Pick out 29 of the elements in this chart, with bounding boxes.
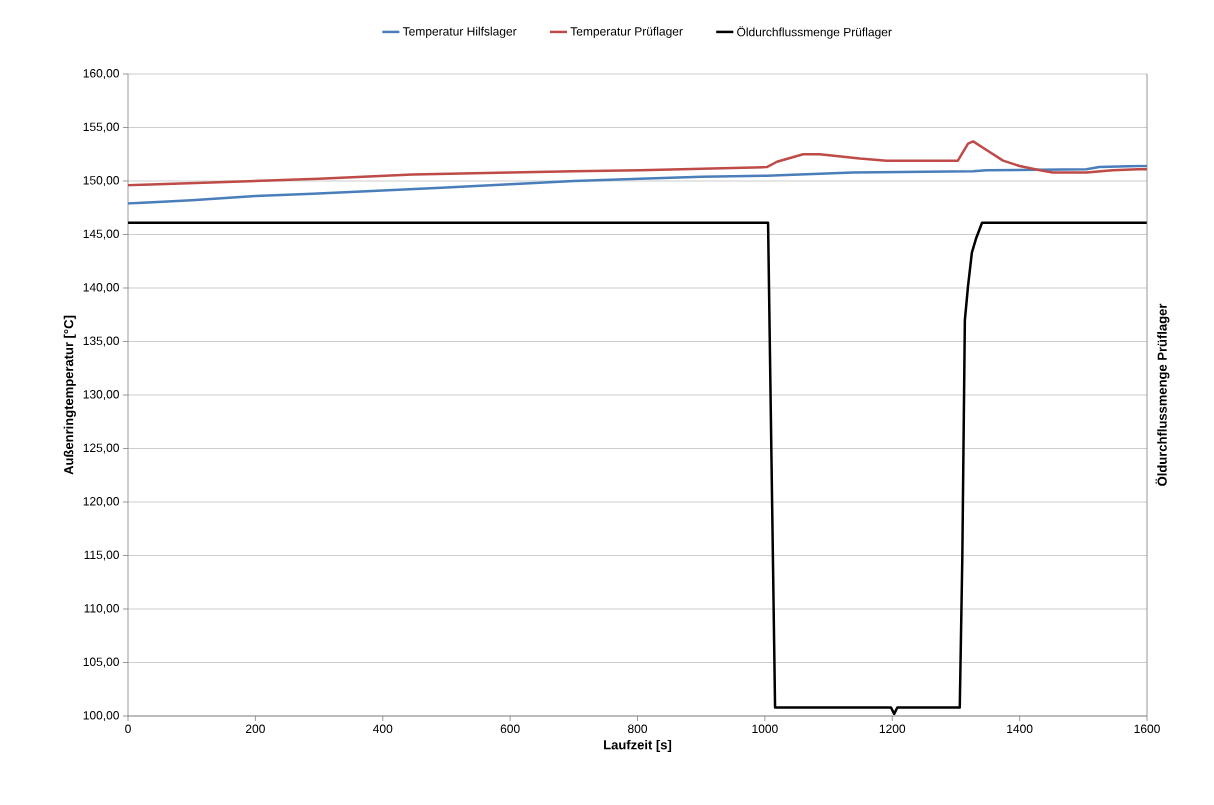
y-tick-label: 130,00 <box>83 390 119 400</box>
y2-axis-title: Öldurchflussmenge Prüflager <box>1155 303 1170 486</box>
y-tick-label: 160,00 <box>83 69 119 79</box>
y-tick-label: 155,00 <box>83 122 119 133</box>
x-tick-label: 1400 <box>1007 724 1033 734</box>
y-tick-label: 145,00 <box>83 229 119 240</box>
y-tick-label: 140,00 <box>83 283 119 293</box>
x-tick-label: 800 <box>628 724 648 734</box>
x-axis-title: Laufzeit [s] <box>604 739 672 753</box>
y-tick-label: 100,00 <box>83 711 119 721</box>
legend-label: Temperatur Prüflager <box>570 26 683 39</box>
y-tick-label: 135,00 <box>83 336 119 347</box>
legend-label: Temperatur Hilfslager <box>402 26 517 39</box>
y-tick-label: 115,00 <box>84 550 119 561</box>
x-tick-label: 1000 <box>752 724 778 734</box>
y-tick-label: 110,00 <box>84 604 119 614</box>
x-tick-label: 0 <box>125 724 131 734</box>
y-tick-label: 125,00 <box>83 443 119 454</box>
x-tick-label: 400 <box>373 724 393 734</box>
y-tick-label: 150,00 <box>83 176 119 186</box>
x-tick-label: 200 <box>245 724 265 734</box>
y-tick-label: 120,00 <box>83 497 119 507</box>
x-tick-label: 1200 <box>879 724 906 734</box>
legend-label: Öldurchflussmenge Prüflager <box>737 26 892 39</box>
y-tick-label: 105,00 <box>83 657 119 668</box>
line-series <box>128 164 1148 205</box>
y-axis-title: Außenringtemperatur [°C] <box>63 315 76 475</box>
x-tick-label: 1600 <box>1134 724 1160 734</box>
x-tick-label: 600 <box>500 724 520 734</box>
